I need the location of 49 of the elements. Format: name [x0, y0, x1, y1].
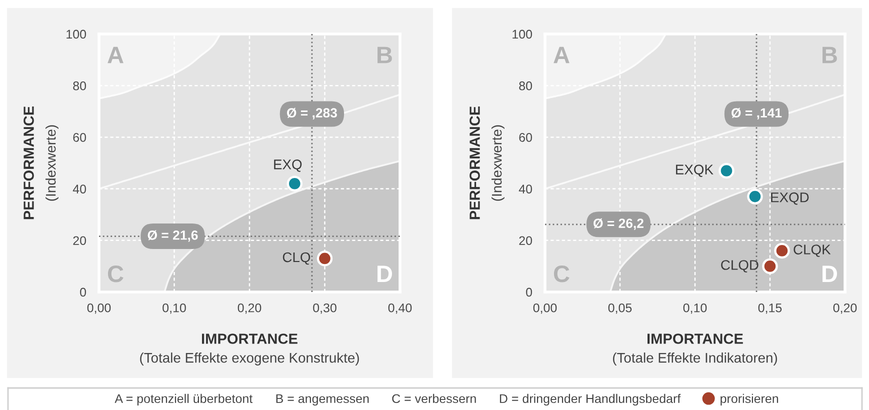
series-label: CLQ — [282, 252, 310, 265]
annotation: D — [378, 266, 392, 282]
y-tick-label: 0 — [80, 288, 86, 297]
y-tick-label: 20 — [73, 236, 86, 246]
y-tick-label: 100 — [512, 30, 532, 39]
legend-label: prorisieren — [720, 394, 778, 406]
x-tick-label: 0,30 — [313, 303, 336, 314]
text: C = verbessern — [392, 394, 476, 404]
y-tick-label: 80 — [73, 81, 86, 90]
x-tick-label: 0,20 — [238, 303, 262, 314]
point — [762, 258, 778, 274]
ref-line-label: Ø = ,283 — [287, 108, 337, 120]
series-label: EXQ — [274, 160, 302, 172]
point — [747, 188, 763, 204]
ref-line-label: Ø = 26,2 — [594, 218, 644, 230]
x-tick-label: 0,10 — [683, 303, 707, 314]
y-tick-label: 0 — [526, 288, 532, 297]
annotation: A — [554, 46, 570, 64]
x-tick-label: 0,05 — [608, 303, 632, 314]
y-tick-label: 20 — [519, 236, 532, 246]
x-tick-label: 0,15 — [758, 303, 782, 314]
point — [718, 162, 734, 179]
text: B = angemessen — [276, 394, 369, 406]
y-axis-title: PERFORMANCE (Indexwerte) — [24, 106, 58, 220]
x-tick-label: 0,20 — [833, 303, 857, 314]
point — [774, 242, 790, 259]
y-axis-title: PERFORMANCE (Indexwerte) — [470, 106, 504, 220]
text: A = potenziell überbetont — [114, 394, 253, 406]
x-tick-label: 0,10 — [162, 303, 186, 314]
annotation: D — [822, 266, 838, 282]
x-axis-title: IMPORTANCE (Totale Effekte exogene Konstrukte) — [140, 334, 359, 366]
series-label: EXQK — [676, 164, 714, 177]
y-tick-label: 80 — [519, 81, 532, 90]
y-tick-label: 40 — [72, 184, 86, 194]
x-tick-label: 0,00 — [533, 303, 557, 314]
y-tick-label: 60 — [73, 133, 86, 142]
annotation: A — [108, 46, 124, 64]
y-tick-label: 100 — [66, 30, 86, 39]
text: D = dringender Handlungsbedarf — [500, 394, 681, 406]
y-tick-label: 40 — [518, 184, 532, 194]
x-tick-label: 0,00 — [87, 303, 111, 314]
series-label: CLQD — [721, 260, 758, 272]
series-label: CLQK — [794, 244, 831, 257]
series-label: EXQD — [771, 192, 809, 205]
y-tick-label: 60 — [519, 133, 532, 142]
ref-line-label: Ø = ,141 — [732, 108, 782, 120]
x-tick-label: 0,40 — [388, 303, 412, 314]
ref-line-label: Ø = 21,6 — [148, 230, 198, 242]
x-axis-title: IMPORTANCE (Totale Effekte Indikatoren) — [613, 334, 778, 366]
